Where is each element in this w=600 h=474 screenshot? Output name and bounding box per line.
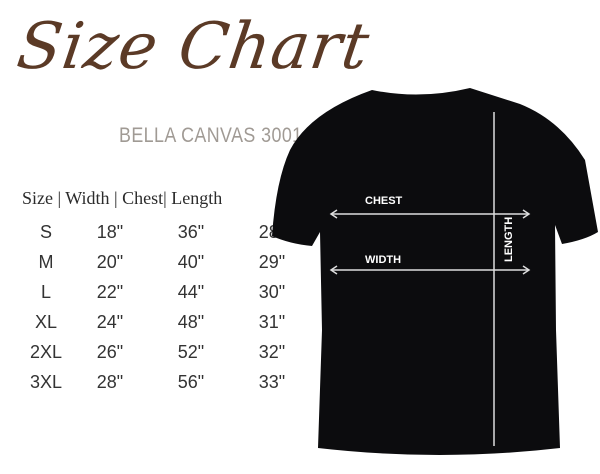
length-cell: 30" bbox=[258, 281, 286, 302]
size-cell: S bbox=[39, 221, 52, 242]
size-row: L 22" 44" 30" bbox=[22, 277, 312, 307]
width-label: WIDTH bbox=[365, 254, 401, 266]
width-cell: 20" bbox=[96, 251, 124, 272]
chest-cell: 44" bbox=[177, 281, 205, 302]
chest-cell: 56" bbox=[177, 371, 205, 392]
product-model: BELLA CANVAS 3001 bbox=[119, 124, 303, 147]
width-cell: 22" bbox=[96, 281, 124, 302]
width-cell: 28" bbox=[96, 371, 124, 392]
length-cell: 29" bbox=[258, 251, 286, 272]
length-cell: 33" bbox=[258, 371, 286, 392]
size-cell: 3XL bbox=[29, 371, 63, 392]
chest-cell: 48" bbox=[177, 311, 205, 332]
size-cell: L bbox=[40, 281, 51, 302]
size-cell: XL bbox=[34, 311, 58, 332]
width-cell: 26" bbox=[96, 341, 124, 362]
size-row: XL 24" 48" 31" bbox=[22, 307, 312, 337]
chest-label: CHEST bbox=[365, 195, 403, 207]
chest-cell: 52" bbox=[177, 341, 205, 362]
size-row: M 20" 40" 29" bbox=[22, 247, 312, 277]
table-header: Size | Width | Chest| Length bbox=[22, 188, 223, 208]
tshirt-shape bbox=[272, 88, 598, 455]
size-cell: 2XL bbox=[29, 341, 63, 362]
size-table: Size | Width | Chest| Length S 18" 36" 28" M… bbox=[22, 188, 312, 397]
length-label: LENGTH bbox=[503, 217, 515, 262]
width-arrow bbox=[329, 265, 531, 275]
size-row: 2XL 26" 52" 32" bbox=[22, 337, 312, 367]
size-cell: M bbox=[38, 251, 54, 272]
length-cell: 32" bbox=[258, 341, 286, 362]
length-cell: 31" bbox=[258, 311, 286, 332]
chest-cell: 36" bbox=[177, 221, 205, 242]
width-cell: 18" bbox=[96, 221, 124, 242]
width-cell: 24" bbox=[96, 311, 124, 332]
chest-arrow bbox=[329, 209, 531, 219]
chest-cell: 40" bbox=[177, 251, 205, 272]
size-row: 3XL 28" 56" 33" bbox=[22, 367, 312, 397]
